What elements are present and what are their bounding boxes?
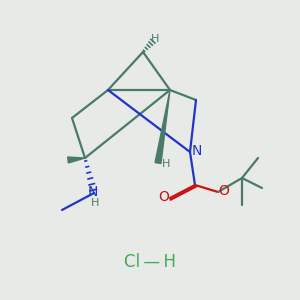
Text: N: N — [88, 185, 98, 199]
Text: O: O — [219, 184, 230, 198]
Text: Cl — H: Cl — H — [124, 253, 176, 271]
Polygon shape — [68, 157, 85, 163]
Text: H: H — [162, 159, 170, 169]
Text: H: H — [91, 198, 99, 208]
Text: H: H — [151, 34, 159, 44]
Text: N: N — [192, 144, 202, 158]
Text: O: O — [159, 190, 170, 204]
Polygon shape — [155, 90, 170, 164]
